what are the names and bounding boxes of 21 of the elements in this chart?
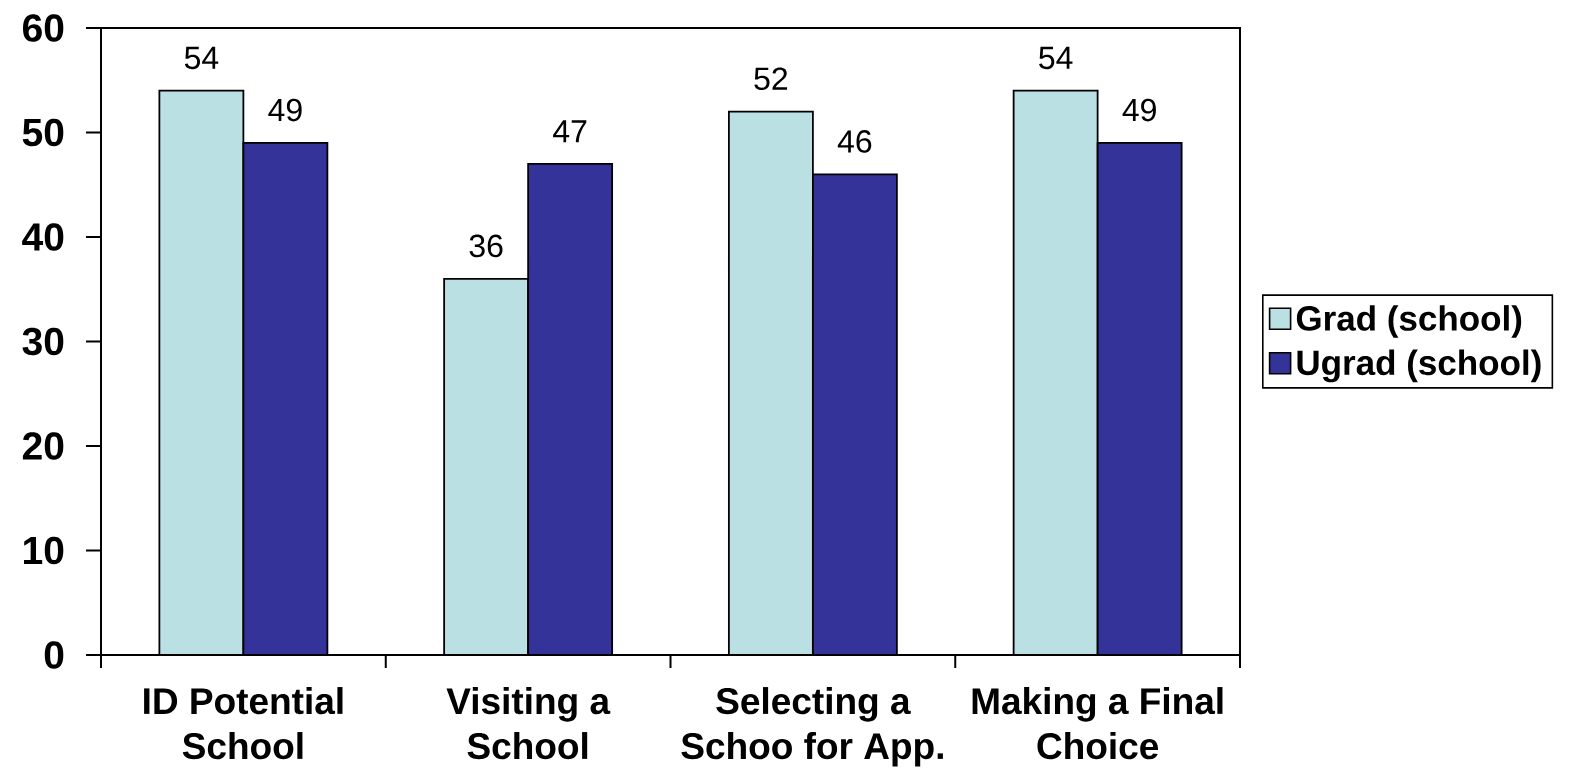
data-label: 36 <box>469 234 503 258</box>
data-label: 52 <box>754 67 788 91</box>
x-tick-label: ID Potential School <box>144 687 343 760</box>
data-label: 46 <box>837 130 872 153</box>
y-tick-label: 0 <box>44 641 64 669</box>
x-tick-label: Making a Final Choice <box>972 687 1223 760</box>
y-tick-label: 20 <box>22 432 64 460</box>
data-label: 49 <box>268 98 302 122</box>
data-label: 54 <box>184 46 219 70</box>
legend-label: Ugrad (school) <box>1297 349 1541 383</box>
legend-label: Grad (school) <box>1296 305 1522 338</box>
data-label: 47 <box>553 120 587 143</box>
x-tick-label: Visiting a School <box>446 687 611 760</box>
data-label: 49 <box>1122 98 1156 122</box>
y-tick-label: 50 <box>22 118 64 147</box>
data-label: 54 <box>1039 46 1073 70</box>
x-tick-label: Selecting a Schoo for App. <box>681 687 943 767</box>
y-tick-label: 40 <box>22 223 64 251</box>
y-tick-label: 30 <box>22 327 64 356</box>
y-tick-label: 60 <box>23 14 64 42</box>
y-tick-label: 10 <box>24 536 64 565</box>
